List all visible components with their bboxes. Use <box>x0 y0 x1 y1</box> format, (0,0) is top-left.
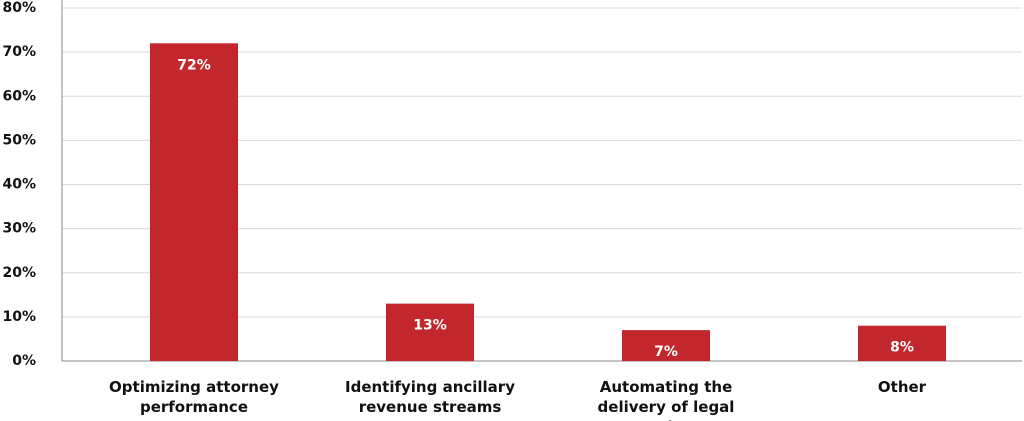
y-tick-label: 70% <box>2 44 36 60</box>
value-label: 13% <box>413 318 447 334</box>
y-tick-label: 40% <box>2 177 36 193</box>
y-tick-label: 50% <box>2 132 36 148</box>
x-tick-label: Optimizing attorney performance <box>109 378 279 416</box>
value-label: 7% <box>654 344 678 360</box>
y-tick-label: 60% <box>2 88 36 104</box>
y-tick-label: 80% <box>2 0 36 16</box>
bar <box>622 330 710 361</box>
x-tick-label: Other <box>877 378 927 396</box>
bar <box>858 325 946 361</box>
y-tick-label: 30% <box>2 221 36 237</box>
bar <box>150 43 238 362</box>
y-tick-label: 10% <box>2 309 36 325</box>
y-tick-label: 20% <box>2 265 36 281</box>
bar <box>386 303 474 361</box>
value-label: 72% <box>177 57 211 73</box>
x-tick-label: Identifying ancillary revenue streams <box>345 378 515 416</box>
x-tick-label: Automating the delivery of legal service… <box>597 378 735 421</box>
y-tick-label: 0% <box>12 353 36 369</box>
value-label: 8% <box>890 340 914 356</box>
